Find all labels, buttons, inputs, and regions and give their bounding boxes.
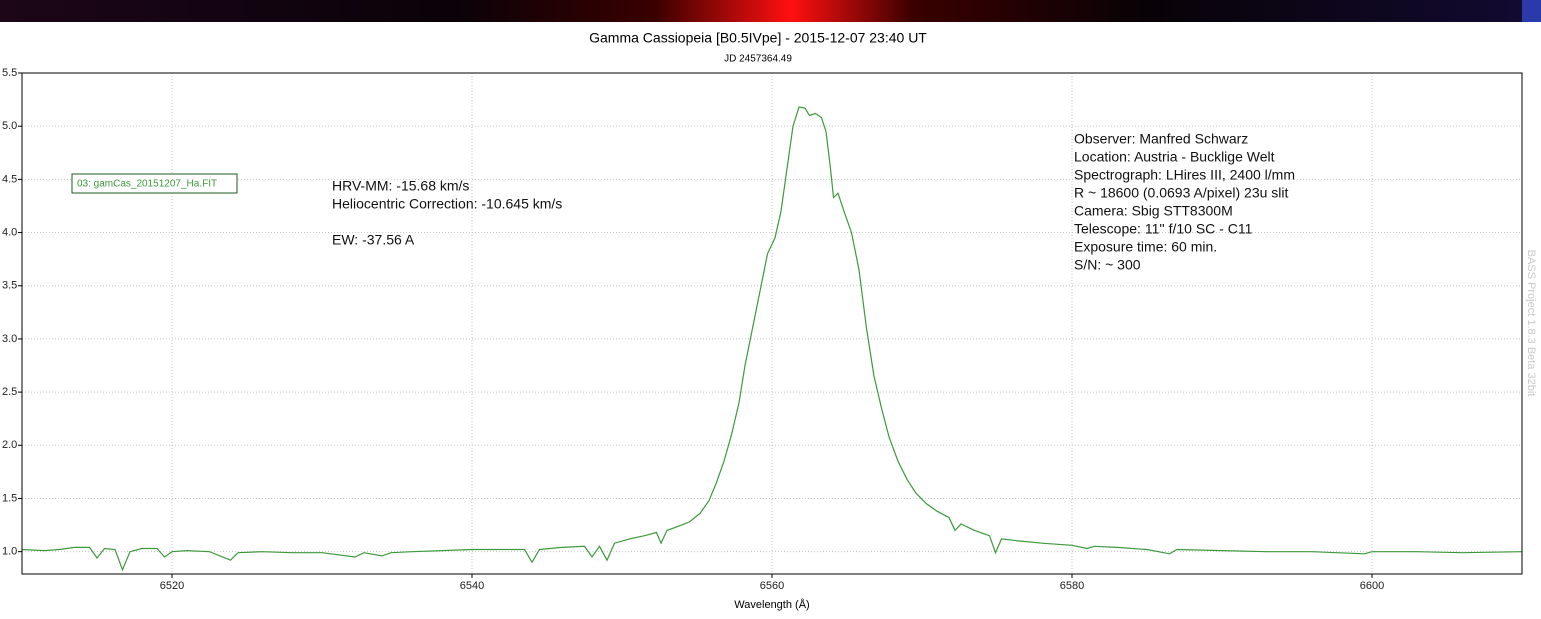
y-tick-label: 5.0 bbox=[2, 120, 17, 132]
annotation: HRV-MM: -15.68 km/s bbox=[332, 178, 469, 194]
annotation: Heliocentric Correction: -10.645 km/s bbox=[332, 196, 562, 212]
spectrum-line bbox=[21, 106, 1523, 572]
spectrum-strip bbox=[0, 0, 1522, 22]
strip-end bbox=[1522, 0, 1541, 22]
x-axis-label: Wavelength (Å) bbox=[734, 598, 809, 611]
plot-frame bbox=[21, 72, 1523, 575]
x-tick-label: 6540 bbox=[460, 580, 484, 592]
annotation: Camera: Sbig STT8300M bbox=[1074, 203, 1233, 219]
legend bbox=[71, 173, 238, 194]
watermark: BASS Project 1.8.3 Beta 32bit bbox=[1525, 250, 1537, 397]
y-tick-label: 1.0 bbox=[2, 546, 17, 558]
y-tick-label: 4.0 bbox=[2, 226, 17, 238]
y-tick-label: 3.0 bbox=[2, 333, 17, 345]
annotation: Spectrograph: LHires III, 2400 l/mm bbox=[1074, 167, 1295, 183]
y-tick-label: 3.5 bbox=[2, 280, 17, 292]
grid bbox=[22, 72, 1522, 574]
legend-entry: 03: gamCas_20151207_Ha.FIT bbox=[77, 179, 217, 190]
x-tick-label: 6560 bbox=[760, 580, 784, 592]
annotation: Exposure time: 60 min. bbox=[1074, 239, 1217, 255]
chart-title: Gamma Cassiopeia [B0.5IVpe] - 2015-12-07… bbox=[589, 30, 927, 46]
x-tick-label: 6520 bbox=[160, 580, 184, 592]
annotation: Telescope: 11'' f/10 SC - C11 bbox=[1074, 221, 1253, 237]
y-tick-label: 1.5 bbox=[2, 492, 17, 504]
x-tick-label: 6600 bbox=[1360, 580, 1384, 592]
annotation: Location: Austria - Bucklige Welt bbox=[1074, 149, 1275, 165]
x-tick-label: 6580 bbox=[1060, 580, 1084, 592]
y-tick-label: 5.5 bbox=[2, 67, 17, 79]
y-tick-label: 4.5 bbox=[2, 173, 17, 185]
chart-subtitle: JD 2457364.49 bbox=[724, 54, 792, 65]
y-tick-label: 2.5 bbox=[2, 386, 17, 398]
annotation: S/N: ~ 300 bbox=[1074, 257, 1141, 273]
annotation: EW: -37.56 A bbox=[332, 232, 415, 248]
annotation: R ~ 18600 (0.0693 A/pixel) 23u slit bbox=[1074, 185, 1289, 201]
y-tick-label: 2.0 bbox=[2, 439, 17, 451]
annotation: Observer: Manfred Schwarz bbox=[1074, 131, 1248, 147]
